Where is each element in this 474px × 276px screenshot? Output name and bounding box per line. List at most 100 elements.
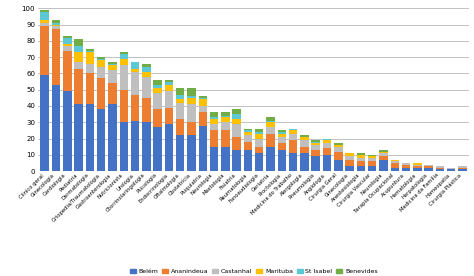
Bar — [40, 26, 49, 75]
Bar — [131, 68, 139, 72]
Bar — [368, 166, 376, 171]
Bar — [199, 98, 207, 99]
Bar — [108, 65, 117, 70]
Bar — [164, 82, 173, 85]
Bar — [311, 142, 320, 144]
Bar — [300, 137, 309, 140]
Bar — [244, 142, 252, 150]
Bar — [391, 168, 399, 171]
Bar — [108, 70, 117, 83]
Bar — [255, 139, 264, 147]
Bar — [108, 64, 117, 65]
Bar — [74, 52, 83, 62]
Bar — [346, 153, 354, 156]
Bar — [244, 132, 252, 135]
Bar — [119, 90, 128, 122]
Bar — [210, 119, 219, 124]
Bar — [379, 160, 388, 171]
Bar — [131, 121, 139, 171]
Bar — [424, 164, 433, 166]
Bar — [199, 106, 207, 113]
Bar — [356, 153, 365, 155]
Bar — [108, 62, 117, 64]
Bar — [289, 140, 297, 153]
Bar — [97, 60, 105, 67]
Bar — [402, 164, 410, 168]
Bar — [221, 117, 229, 122]
Bar — [63, 51, 72, 91]
Bar — [86, 104, 94, 171]
Bar — [119, 52, 128, 54]
Bar — [447, 169, 456, 171]
Bar — [278, 137, 286, 144]
Bar — [379, 150, 388, 152]
Bar — [164, 80, 173, 82]
Bar — [108, 83, 117, 104]
Bar — [244, 131, 252, 132]
Bar — [154, 88, 162, 93]
Bar — [346, 156, 354, 160]
Bar — [391, 160, 399, 161]
Bar — [278, 150, 286, 171]
Bar — [266, 147, 275, 171]
Bar — [356, 166, 365, 171]
Bar — [154, 127, 162, 171]
Bar — [266, 117, 275, 121]
Bar — [289, 134, 297, 140]
Bar — [97, 57, 105, 59]
Bar — [391, 161, 399, 163]
Bar — [97, 109, 105, 171]
Bar — [300, 135, 309, 137]
Bar — [86, 73, 94, 104]
Bar — [311, 140, 320, 142]
Bar — [255, 147, 264, 153]
Bar — [119, 65, 128, 90]
Bar — [52, 25, 60, 26]
Legend: Belém, Ananindeua, Castanhal, Marituba, St Isabel, Benevides: Belém, Ananindeua, Castanhal, Marituba, … — [130, 269, 377, 274]
Bar — [40, 23, 49, 26]
Bar — [63, 46, 72, 51]
Bar — [187, 122, 196, 135]
Bar — [368, 156, 376, 158]
Bar — [74, 68, 83, 104]
Bar — [458, 168, 467, 169]
Bar — [199, 126, 207, 171]
Bar — [413, 166, 421, 168]
Bar — [52, 26, 60, 30]
Bar — [131, 62, 139, 68]
Bar — [74, 46, 83, 52]
Bar — [154, 93, 162, 109]
Bar — [311, 150, 320, 156]
Bar — [356, 155, 365, 158]
Bar — [346, 160, 354, 166]
Bar — [199, 113, 207, 126]
Bar — [402, 168, 410, 171]
Bar — [187, 88, 196, 96]
Bar — [289, 131, 297, 134]
Bar — [221, 113, 229, 116]
Bar — [334, 152, 343, 160]
Bar — [323, 144, 331, 148]
Bar — [187, 104, 196, 122]
Bar — [52, 85, 60, 171]
Bar — [52, 30, 60, 85]
Bar — [97, 78, 105, 109]
Bar — [289, 153, 297, 171]
Bar — [334, 160, 343, 171]
Bar — [221, 131, 229, 147]
Bar — [199, 99, 207, 106]
Bar — [154, 80, 162, 85]
Bar — [142, 72, 151, 77]
Bar — [131, 95, 139, 121]
Bar — [356, 158, 365, 161]
Bar — [108, 104, 117, 171]
Bar — [255, 134, 264, 139]
Bar — [379, 156, 388, 160]
Bar — [346, 166, 354, 171]
Bar — [334, 145, 343, 147]
Bar — [278, 144, 286, 150]
Bar — [436, 168, 444, 169]
Bar — [63, 36, 72, 38]
Bar — [311, 144, 320, 145]
Bar — [232, 109, 241, 114]
